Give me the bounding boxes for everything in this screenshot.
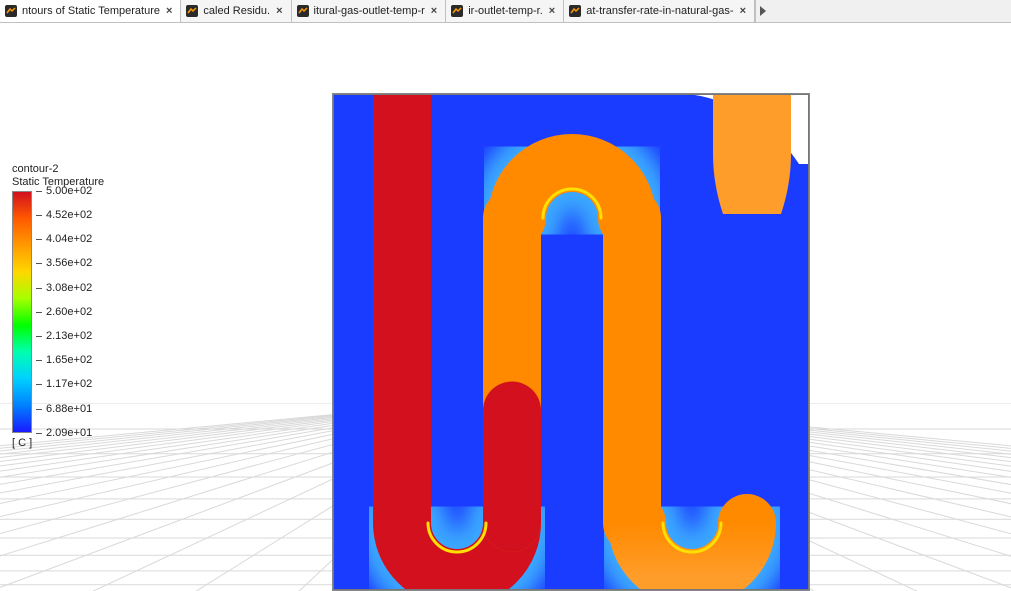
tick-mark [36, 360, 42, 361]
tick-label: 1.17e+02 [46, 379, 92, 390]
tick-label: 2.60e+02 [46, 307, 92, 318]
close-icon[interactable]: × [274, 5, 284, 17]
fluent-plot-icon [296, 4, 310, 18]
tick-label: 3.56e+02 [46, 258, 92, 269]
legend-tick: 2.09e+01 [36, 428, 92, 438]
temperature-contour-plot [332, 93, 810, 591]
legend-title-1: contour-2 [12, 163, 192, 176]
tick-label: 4.04e+02 [46, 234, 92, 245]
legend-tick: 4.04e+02 [36, 235, 92, 245]
tab-0[interactable]: ntours of Static Temperature × [0, 0, 181, 22]
legend-tick: 2.13e+02 [36, 332, 92, 342]
tab-label: caled Residu. [203, 5, 270, 17]
tick-label: 6.88e+01 [46, 404, 92, 415]
tick-mark [36, 215, 42, 216]
tick-label: 4.52e+02 [46, 210, 92, 221]
legend-tick: 2.60e+02 [36, 307, 92, 317]
legend-ticks: 5.00e+024.52e+024.04e+023.56e+023.08e+02… [36, 191, 92, 433]
tab-3[interactable]: ir-outlet-temp-r. × [446, 0, 564, 22]
tick-label: 3.08e+02 [46, 283, 92, 294]
tab-label: itural-gas-outlet-temp-r [314, 5, 425, 17]
simulation-viewport: contour-2 Static Temperature 5.00e+024.5… [0, 23, 1011, 591]
fluent-plot-icon [450, 4, 464, 18]
tab-4[interactable]: at-transfer-rate-in-natural-gas- × [564, 0, 755, 22]
close-icon[interactable]: × [429, 5, 439, 17]
legend-tick: 3.08e+02 [36, 283, 92, 293]
tick-label: 5.00e+02 [46, 186, 92, 197]
tick-mark [36, 336, 42, 337]
fluent-plot-icon [568, 4, 582, 18]
close-icon[interactable]: × [164, 5, 174, 17]
color-legend: contour-2 Static Temperature 5.00e+024.5… [12, 163, 192, 449]
legend-tick: 1.65e+02 [36, 356, 92, 366]
tick-mark [36, 263, 42, 264]
tick-label: 2.13e+02 [46, 331, 92, 342]
tick-label: 2.09e+01 [46, 428, 92, 439]
tick-mark [36, 409, 42, 410]
tick-mark [36, 433, 42, 434]
tab-2[interactable]: itural-gas-outlet-temp-r × [292, 0, 447, 22]
legend-tick: 1.17e+02 [36, 380, 92, 390]
legend-tick: 4.52e+02 [36, 211, 92, 221]
tab-label: ir-outlet-temp-r. [468, 5, 543, 17]
tick-mark [36, 191, 42, 192]
fluent-plot-icon [4, 4, 18, 18]
tab-overflow-icon[interactable] [755, 0, 770, 22]
tab-bar: ntours of Static Temperature×caled Resid… [0, 0, 1011, 23]
tick-mark [36, 239, 42, 240]
legend-unit: [ C ] [12, 437, 192, 449]
fluent-plot-icon [185, 4, 199, 18]
tab-1[interactable]: caled Residu. × [181, 0, 291, 22]
tick-mark [36, 384, 42, 385]
close-icon[interactable]: × [547, 5, 557, 17]
tick-label: 1.65e+02 [46, 355, 92, 366]
legend-tick: 3.56e+02 [36, 259, 92, 269]
tick-mark [36, 312, 42, 313]
legend-color-bar [12, 191, 32, 433]
legend-tick: 6.88e+01 [36, 404, 92, 414]
close-icon[interactable]: × [738, 5, 748, 17]
legend-tick: 5.00e+02 [36, 186, 92, 196]
tab-label: at-transfer-rate-in-natural-gas- [586, 5, 733, 17]
tab-label: ntours of Static Temperature [22, 5, 160, 17]
tick-mark [36, 288, 42, 289]
